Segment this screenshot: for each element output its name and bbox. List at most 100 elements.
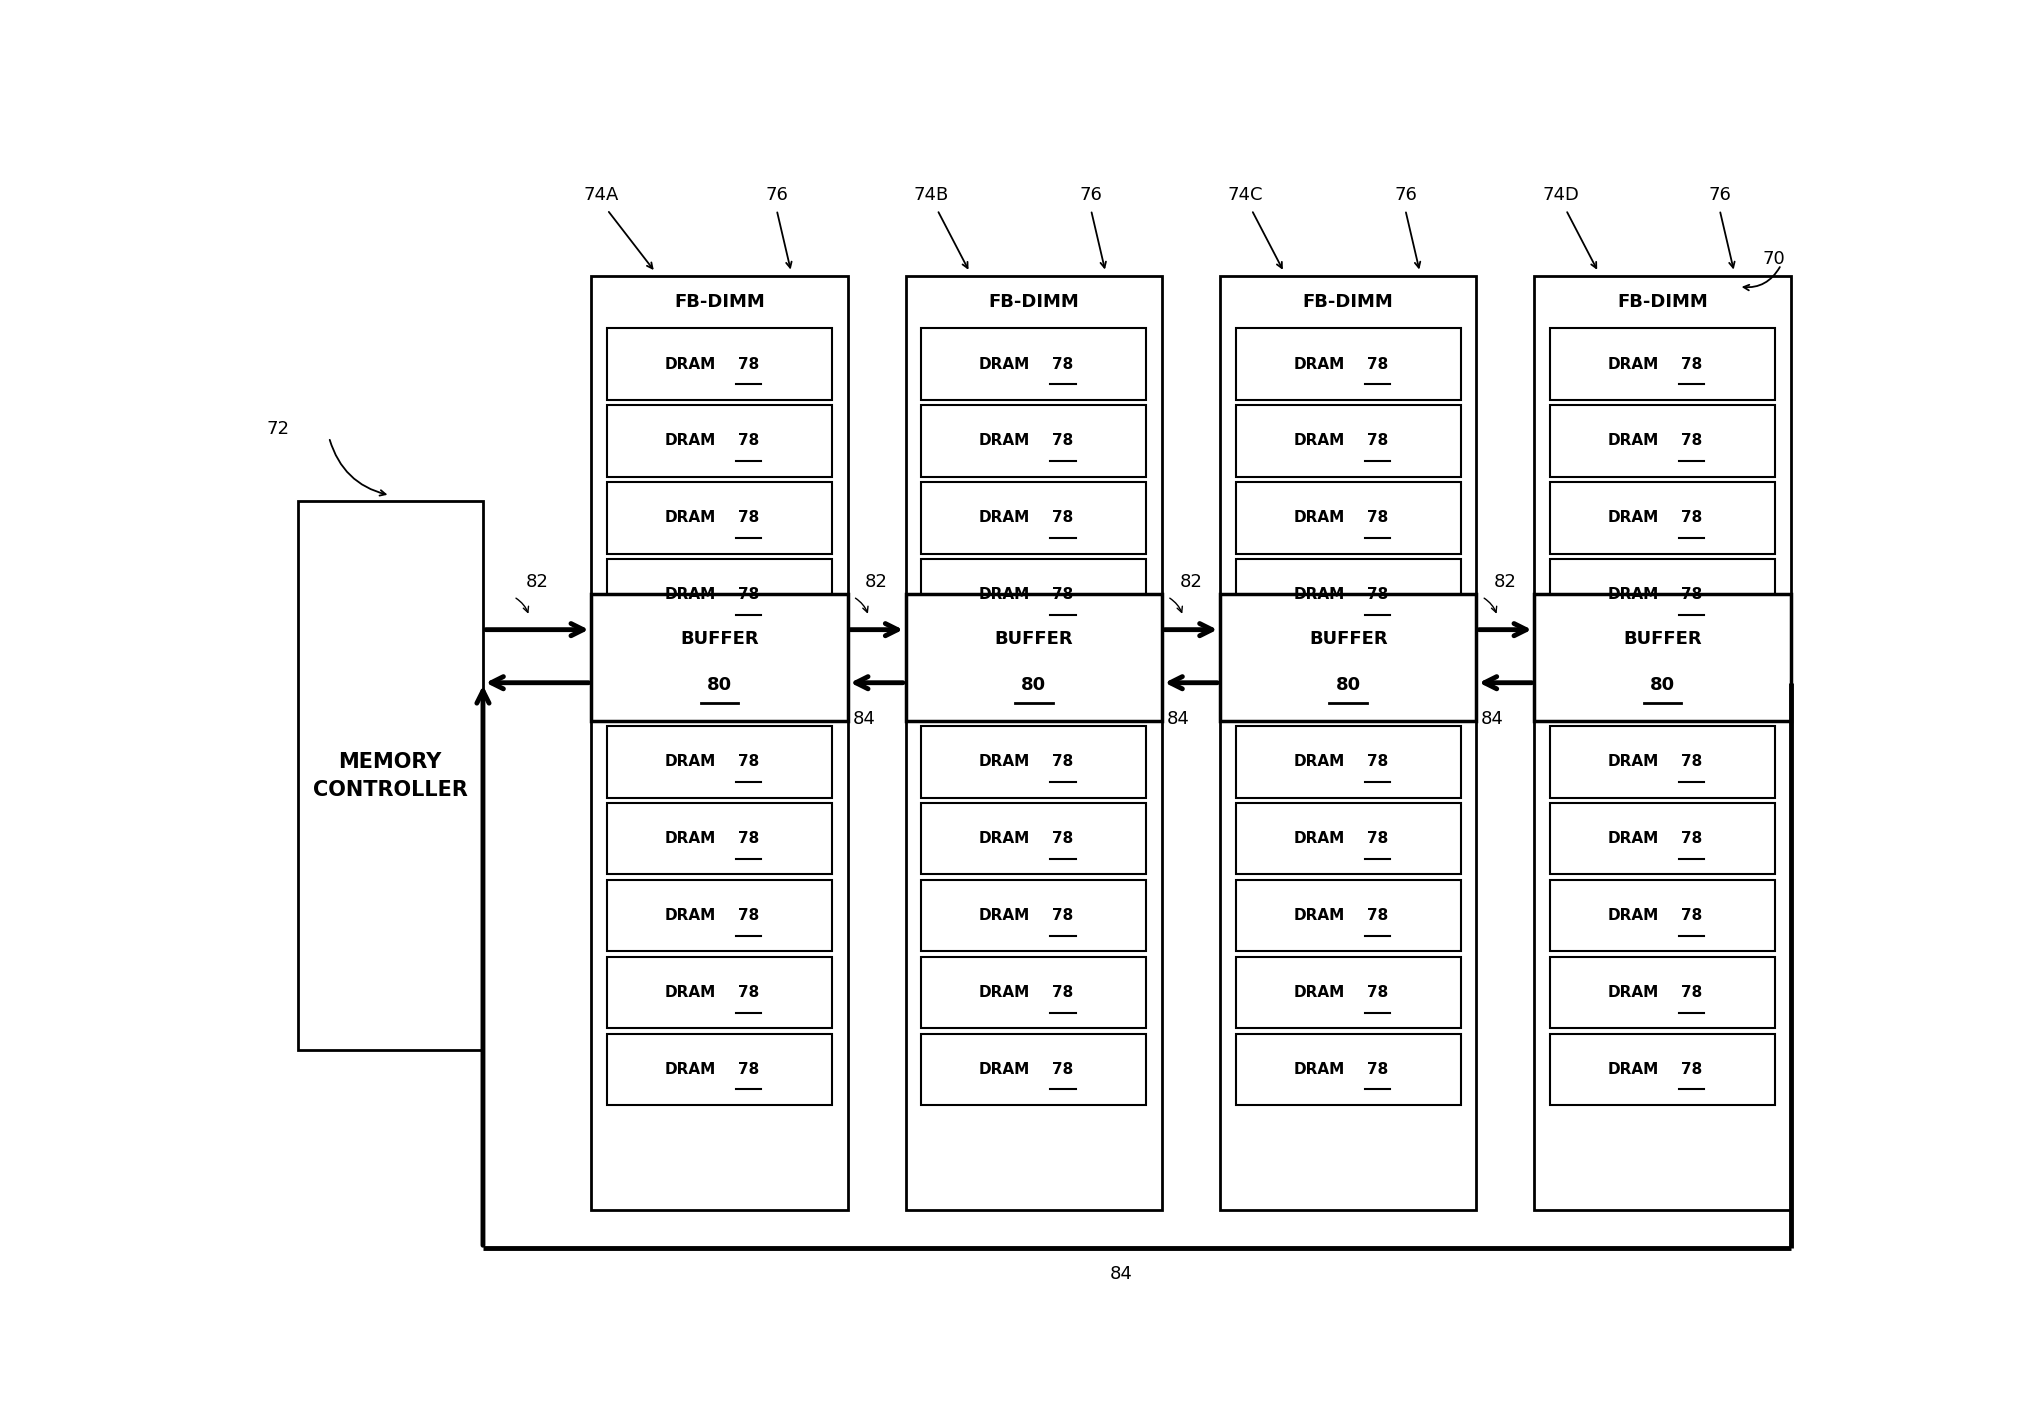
Text: 78: 78 [1367,832,1387,846]
Bar [1549,880,1774,952]
Bar [1549,958,1774,1029]
Text: 78: 78 [738,1062,758,1077]
Bar [1235,405,1460,477]
Bar [1235,559,1460,631]
Text: 78: 78 [1367,1062,1387,1077]
Text: FB-DIMM: FB-DIMM [673,293,765,311]
Bar [921,559,1146,631]
Text: DRAM: DRAM [1608,434,1659,448]
Text: 82: 82 [1495,574,1517,591]
Bar [1221,594,1476,721]
Text: 78: 78 [1053,588,1073,602]
Bar [921,880,1146,952]
Bar [1235,958,1460,1029]
Text: DRAM: DRAM [980,434,1030,448]
Text: DRAM: DRAM [1294,434,1345,448]
Text: 80: 80 [708,676,732,695]
Bar [1235,482,1460,554]
Text: 76: 76 [1710,186,1732,204]
Bar [606,482,831,554]
Text: DRAM: DRAM [665,985,716,1000]
Text: 84: 84 [852,711,876,728]
Text: 78: 78 [1681,985,1701,1000]
Text: DRAM: DRAM [665,832,716,846]
Text: 80: 80 [1336,676,1361,695]
Bar [606,1033,831,1106]
Text: FB-DIMM: FB-DIMM [1616,293,1708,311]
Text: BUFFER: BUFFER [1308,629,1387,648]
Text: BUFFER: BUFFER [994,629,1073,648]
Text: BUFFER: BUFFER [1622,629,1701,648]
Bar [1549,1033,1774,1106]
Bar [907,275,1162,1210]
Bar [921,803,1146,875]
Text: 78: 78 [1053,357,1073,371]
Text: 84: 84 [1166,711,1190,728]
Text: DRAM: DRAM [1294,908,1345,923]
Text: DRAM: DRAM [980,1062,1030,1077]
Text: 82: 82 [866,574,888,591]
Text: 78: 78 [1053,832,1073,846]
Text: DRAM: DRAM [1608,755,1659,769]
Text: DRAM: DRAM [665,357,716,371]
Text: DRAM: DRAM [980,908,1030,923]
Bar [606,880,831,952]
Bar [907,594,1162,721]
Bar [1221,275,1476,1210]
Text: 84: 84 [1480,711,1505,728]
Text: DRAM: DRAM [1608,1062,1659,1077]
Text: 80: 80 [1022,676,1046,695]
Text: 78: 78 [1053,985,1073,1000]
Text: DRAM: DRAM [665,434,716,448]
Text: 84: 84 [1109,1264,1132,1283]
Text: DRAM: DRAM [1608,511,1659,525]
Text: 74D: 74D [1541,186,1580,204]
Text: 78: 78 [738,588,758,602]
Text: DRAM: DRAM [1608,832,1659,846]
Bar [1549,328,1774,400]
Text: DRAM: DRAM [665,755,716,769]
Text: 78: 78 [1681,1062,1701,1077]
Text: 78: 78 [738,985,758,1000]
Text: 78: 78 [1367,357,1387,371]
Bar [1535,594,1791,721]
Text: 70: 70 [1762,250,1785,268]
Bar [1235,726,1460,798]
Text: DRAM: DRAM [1294,357,1345,371]
Text: 78: 78 [738,755,758,769]
Text: 72: 72 [266,421,290,438]
Text: BUFFER: BUFFER [679,629,758,648]
Text: DRAM: DRAM [1294,511,1345,525]
Text: DRAM: DRAM [1294,588,1345,602]
Bar [921,1033,1146,1106]
Text: 78: 78 [738,434,758,448]
Text: DRAM: DRAM [1294,1062,1345,1077]
Bar [921,482,1146,554]
Text: DRAM: DRAM [1608,908,1659,923]
Text: 78: 78 [1681,357,1701,371]
Text: DRAM: DRAM [980,985,1030,1000]
Text: DRAM: DRAM [665,511,716,525]
Text: 78: 78 [1681,511,1701,525]
Text: 78: 78 [738,908,758,923]
Text: 78: 78 [1681,588,1701,602]
Text: 78: 78 [1053,908,1073,923]
Text: DRAM: DRAM [1294,985,1345,1000]
Text: 80: 80 [1651,676,1675,695]
Text: 78: 78 [1367,511,1387,525]
Text: DRAM: DRAM [1294,755,1345,769]
Bar [606,405,831,477]
Text: DRAM: DRAM [665,588,716,602]
Bar [1235,328,1460,400]
Bar [1549,559,1774,631]
Text: 82: 82 [1180,574,1203,591]
Text: DRAM: DRAM [980,357,1030,371]
Text: DRAM: DRAM [1294,832,1345,846]
Text: 74B: 74B [913,186,949,204]
Text: 78: 78 [1367,588,1387,602]
Text: FB-DIMM: FB-DIMM [988,293,1079,311]
Bar [1235,880,1460,952]
Text: 78: 78 [1681,832,1701,846]
Text: 78: 78 [1681,434,1701,448]
Bar [606,958,831,1029]
